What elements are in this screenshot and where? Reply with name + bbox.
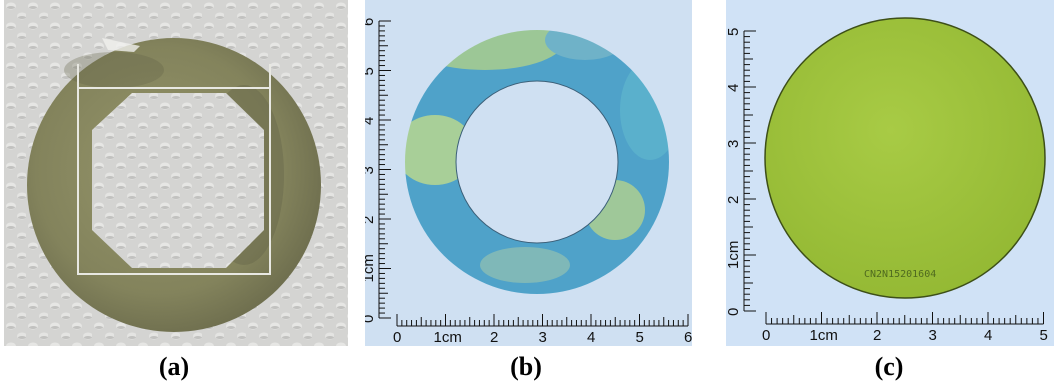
ruler-c-x-tick-label: 3: [929, 327, 937, 344]
ruler-b-x-tick-label: 1cm: [434, 329, 462, 346]
ruler-b-x-tick-label: 0: [393, 329, 401, 346]
film-photo-c: CN2N15201604 0 1cm 2 3 4 5 0 1cm 2 3 4 5: [726, 0, 1054, 346]
ruler-c-y-tick-label: 2: [726, 196, 742, 204]
ruler-c-x-tick-label: 0: [762, 327, 770, 344]
photo-panel-b: 0 1cm 2 3 4 5 6 0 1cm 2 3 4 5 6: [365, 0, 692, 346]
ruler-b-y-tick-label: 3: [365, 166, 377, 174]
photo-panel-c: CN2N15201604 0 1cm 2 3 4 5 0 1cm 2 3 4 5: [726, 0, 1054, 346]
cut-lines: [77, 64, 271, 275]
caption-c: (c): [874, 352, 904, 381]
ruler-c-x-tick-label: 5: [1040, 327, 1048, 344]
ruler-b-x-tick-label: 2: [490, 329, 498, 346]
film-disc: [27, 38, 321, 332]
caption-b: (b): [510, 352, 542, 381]
ruler-b-labels: 0 1cm 2 3 4 5 6 0 1cm 2 3 4 5 6: [365, 18, 692, 346]
ruler-b-x-tick-label: 4: [587, 329, 595, 346]
annular-ring-film: [365, 0, 692, 346]
ruler-c-y-tick-label: 1cm: [726, 241, 742, 269]
film-photo-a: [4, 0, 348, 346]
ruler-b-x-tick-label: 6: [684, 329, 692, 346]
ruler-c: [743, 30, 1044, 325]
ruler-b-x-tick-label: 5: [636, 329, 644, 346]
ruler-b-y-tick-label: 1cm: [365, 254, 377, 282]
ruler-b-y-tick-label: 4: [365, 117, 377, 125]
ruler-b-y-tick-label: 6: [365, 18, 377, 26]
wafer-disc: [764, 17, 1046, 299]
photo-panel-a: [4, 0, 348, 346]
ruler-c-labels: 0 1cm 2 3 4 5 0 1cm 2 3 4 5: [726, 28, 1048, 344]
ruler-c-x-tick-label: 4: [984, 327, 992, 344]
ruler-b-x-tick-label: 3: [539, 329, 547, 346]
ruler-c-y-tick-label: 4: [726, 84, 742, 92]
ruler-c-y-tick-label: 3: [726, 140, 742, 148]
ruler-b-y-tick-label: 5: [365, 67, 377, 75]
ruler-b: [378, 20, 689, 327]
caption-a: (a): [158, 352, 190, 381]
ring-inner-edge: [455, 80, 619, 244]
wafer-serial-text: CN2N15201604: [864, 269, 936, 280]
ruler-c-x-tick-label: 2: [873, 327, 881, 344]
ruler-c-y-tick-label: 5: [726, 28, 742, 36]
ruler-c-x-tick-label: 1cm: [810, 327, 838, 344]
ruler-b-y-tick-label: 2: [365, 216, 377, 224]
ruler-b-y-tick-label: 0: [365, 315, 377, 323]
ruler-c-y-tick-label: 0: [726, 308, 742, 316]
film-edge-chip: [102, 38, 140, 52]
film-photo-b: 0 1cm 2 3 4 5 6 0 1cm 2 3 4 5 6: [365, 0, 692, 346]
